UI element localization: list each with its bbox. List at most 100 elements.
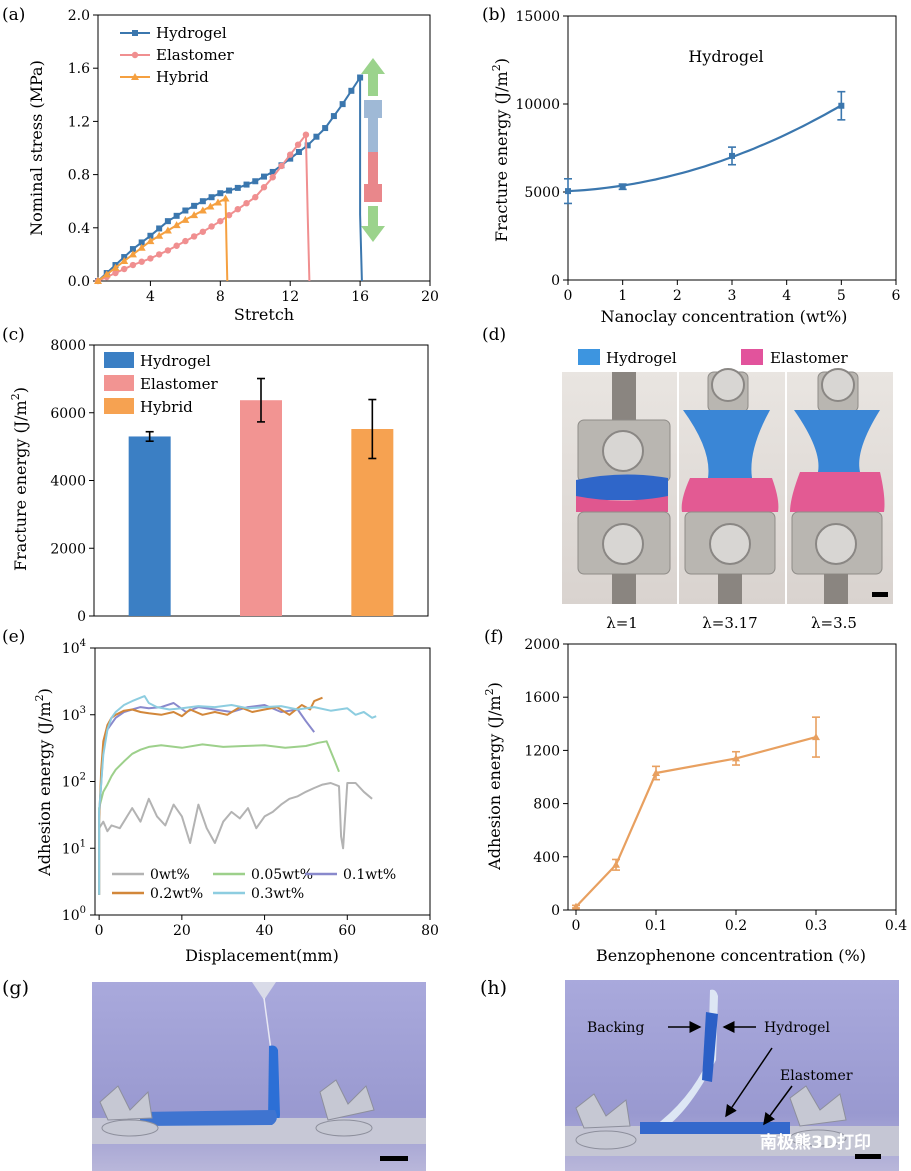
photo-d xyxy=(562,368,893,604)
x-tick-label-b: 4 xyxy=(782,288,791,304)
y-tick-label-b: 5000 xyxy=(524,185,560,201)
data-point-elastomer xyxy=(129,261,137,269)
data-point-f xyxy=(572,902,580,910)
specimen-elastomer-neck xyxy=(368,152,378,184)
data-point-elastomer xyxy=(217,217,224,225)
caption-lambda-1: λ=1 xyxy=(606,614,638,632)
panel-label-f: (f) xyxy=(484,627,504,647)
specimen-hydrogel-part xyxy=(364,100,382,118)
data-point-hydrogel xyxy=(252,178,259,185)
data-point-hybrid xyxy=(155,231,164,239)
scale-bar-d xyxy=(872,592,888,597)
data-point-hybrid xyxy=(181,215,190,223)
y-tick-label-b: 15000 xyxy=(515,9,560,25)
legend-swatch-elastomer xyxy=(741,349,763,365)
panel-label-a: (a) xyxy=(2,5,25,25)
y-tick-label-e: 103 xyxy=(62,705,86,724)
clamp-top-g xyxy=(252,982,276,1000)
panel-f: (f) 0 0.1 0.2 0.3 0.4 0 400 800 1200 1600 2000 Ben… xyxy=(483,627,907,965)
data-point-elastomer xyxy=(260,184,268,191)
plot-area-f: 0 0.1 0.2 0.3 0.4 0 400 800 1200 1600 2000 xyxy=(524,637,907,934)
panel-a: (a) 4 8 12 16 20 0.0 0.4 0.8 1.2 1.6 2.0 Hydrogel El… xyxy=(2,5,439,324)
hydrogel-strip-g xyxy=(268,1045,280,1122)
data-point-hybrid xyxy=(137,243,146,251)
bar-hydrogel xyxy=(128,436,171,616)
data-point-hybrid xyxy=(213,198,222,206)
y-tick-label-f: 800 xyxy=(533,797,560,813)
y-tick-label-c: 4000 xyxy=(50,474,86,490)
y-axis-label-a: Nominal stress (MPa) xyxy=(27,60,46,236)
y-tick-label-f: 1600 xyxy=(524,690,560,706)
wing-nut-right-h xyxy=(789,1085,847,1147)
data-point-elastomer xyxy=(164,247,172,254)
y-tick-label-a: 0.4 xyxy=(68,221,90,237)
x-tick-label-b: 6 xyxy=(892,288,901,304)
legend-label-hydrogel: Hydrogel xyxy=(140,352,211,370)
legend-swatch-hydrogel xyxy=(578,349,600,365)
legend-swatch-elastomer xyxy=(104,375,134,391)
bar-hybrid xyxy=(351,429,394,616)
y-tick-label-b: 10000 xyxy=(515,97,560,113)
data-point-elastomer xyxy=(243,199,250,207)
scale-bar-h xyxy=(855,1154,881,1159)
legend-label-elastomer: Elastomer xyxy=(156,46,235,64)
data-point-hydrogel xyxy=(304,142,311,149)
data-point-hybrid xyxy=(94,277,102,284)
legend-label-hybrid: Hybrid xyxy=(140,398,193,416)
data-point-elastomer xyxy=(138,258,145,265)
data-point-hybrid xyxy=(128,250,137,258)
data-point-elastomer xyxy=(252,194,259,201)
y-tick-label-a: 0.0 xyxy=(68,274,90,290)
x-tick-label-e: 40 xyxy=(256,923,274,939)
bar-elastomer xyxy=(240,400,282,616)
data-point-elastomer xyxy=(121,265,128,273)
legend-marker-hybrid xyxy=(131,73,139,80)
legend-label-01wt: 0.1wt% xyxy=(343,867,396,883)
x-tick-label-e: 20 xyxy=(173,923,191,939)
data-point-elastomer xyxy=(269,174,276,181)
caption-lambda-2: λ=3.17 xyxy=(702,614,757,632)
y-axis-label-e: Adhesion energy (J/m2) xyxy=(33,688,54,877)
data-point-hybrid xyxy=(163,226,172,234)
fit-curve-hydrogel xyxy=(567,104,842,193)
x-tick-label-b: 5 xyxy=(837,288,846,304)
data-point-f xyxy=(612,860,620,868)
data-point-hydrogel xyxy=(208,194,215,201)
x-tick-label-b: 2 xyxy=(673,288,682,304)
series-line-0wt xyxy=(98,782,373,895)
caption-lambda-3: λ=3.5 xyxy=(811,614,857,632)
data-point-elastomer xyxy=(278,162,285,170)
data-point-hydrogel xyxy=(129,246,136,253)
data-point-hydrogel xyxy=(339,101,346,108)
legend-label-03wt: 0.3wt% xyxy=(251,886,304,902)
data-point-b xyxy=(565,188,571,195)
data-point-b xyxy=(619,183,626,190)
x-tick-label-a: 4 xyxy=(146,289,155,305)
data-point-hydrogel xyxy=(191,202,198,209)
specimen-elastomer-part xyxy=(364,184,382,202)
x-axis-label-f: Benzophenone concentration (%) xyxy=(596,946,866,965)
data-point-elastomer xyxy=(225,211,233,219)
y-tick-label-c: 8000 xyxy=(50,338,86,354)
data-point-hydrogel xyxy=(164,218,171,225)
legend-swatch-hydrogel xyxy=(104,352,134,368)
x-tick-label-a: 8 xyxy=(216,289,225,305)
data-point-hydrogel xyxy=(330,113,337,120)
legend-label-02wt: 0.2wt% xyxy=(150,886,203,902)
annotation-elastomer: Elastomer xyxy=(780,1068,853,1084)
specimen-illustration xyxy=(361,58,385,242)
x-tick-label-f: 0 xyxy=(572,918,581,934)
data-point-elastomer xyxy=(147,255,154,262)
legend-label-hydrogel: Hydrogel xyxy=(606,349,677,367)
panel-label-e: (e) xyxy=(2,627,25,647)
data-point-hydrogel xyxy=(287,155,294,162)
y-tick-label-b: 0 xyxy=(551,273,560,289)
series-line-f xyxy=(575,736,817,908)
data-point-elastomer xyxy=(190,233,198,240)
x-tick-label-f: 0.3 xyxy=(805,918,827,934)
data-point-elastomer xyxy=(302,131,310,138)
legend-marker-hydrogel xyxy=(132,30,138,36)
x-tick-label-e: 0 xyxy=(95,923,104,939)
data-point-f xyxy=(812,733,820,741)
legend-swatch-hybrid xyxy=(104,398,134,414)
